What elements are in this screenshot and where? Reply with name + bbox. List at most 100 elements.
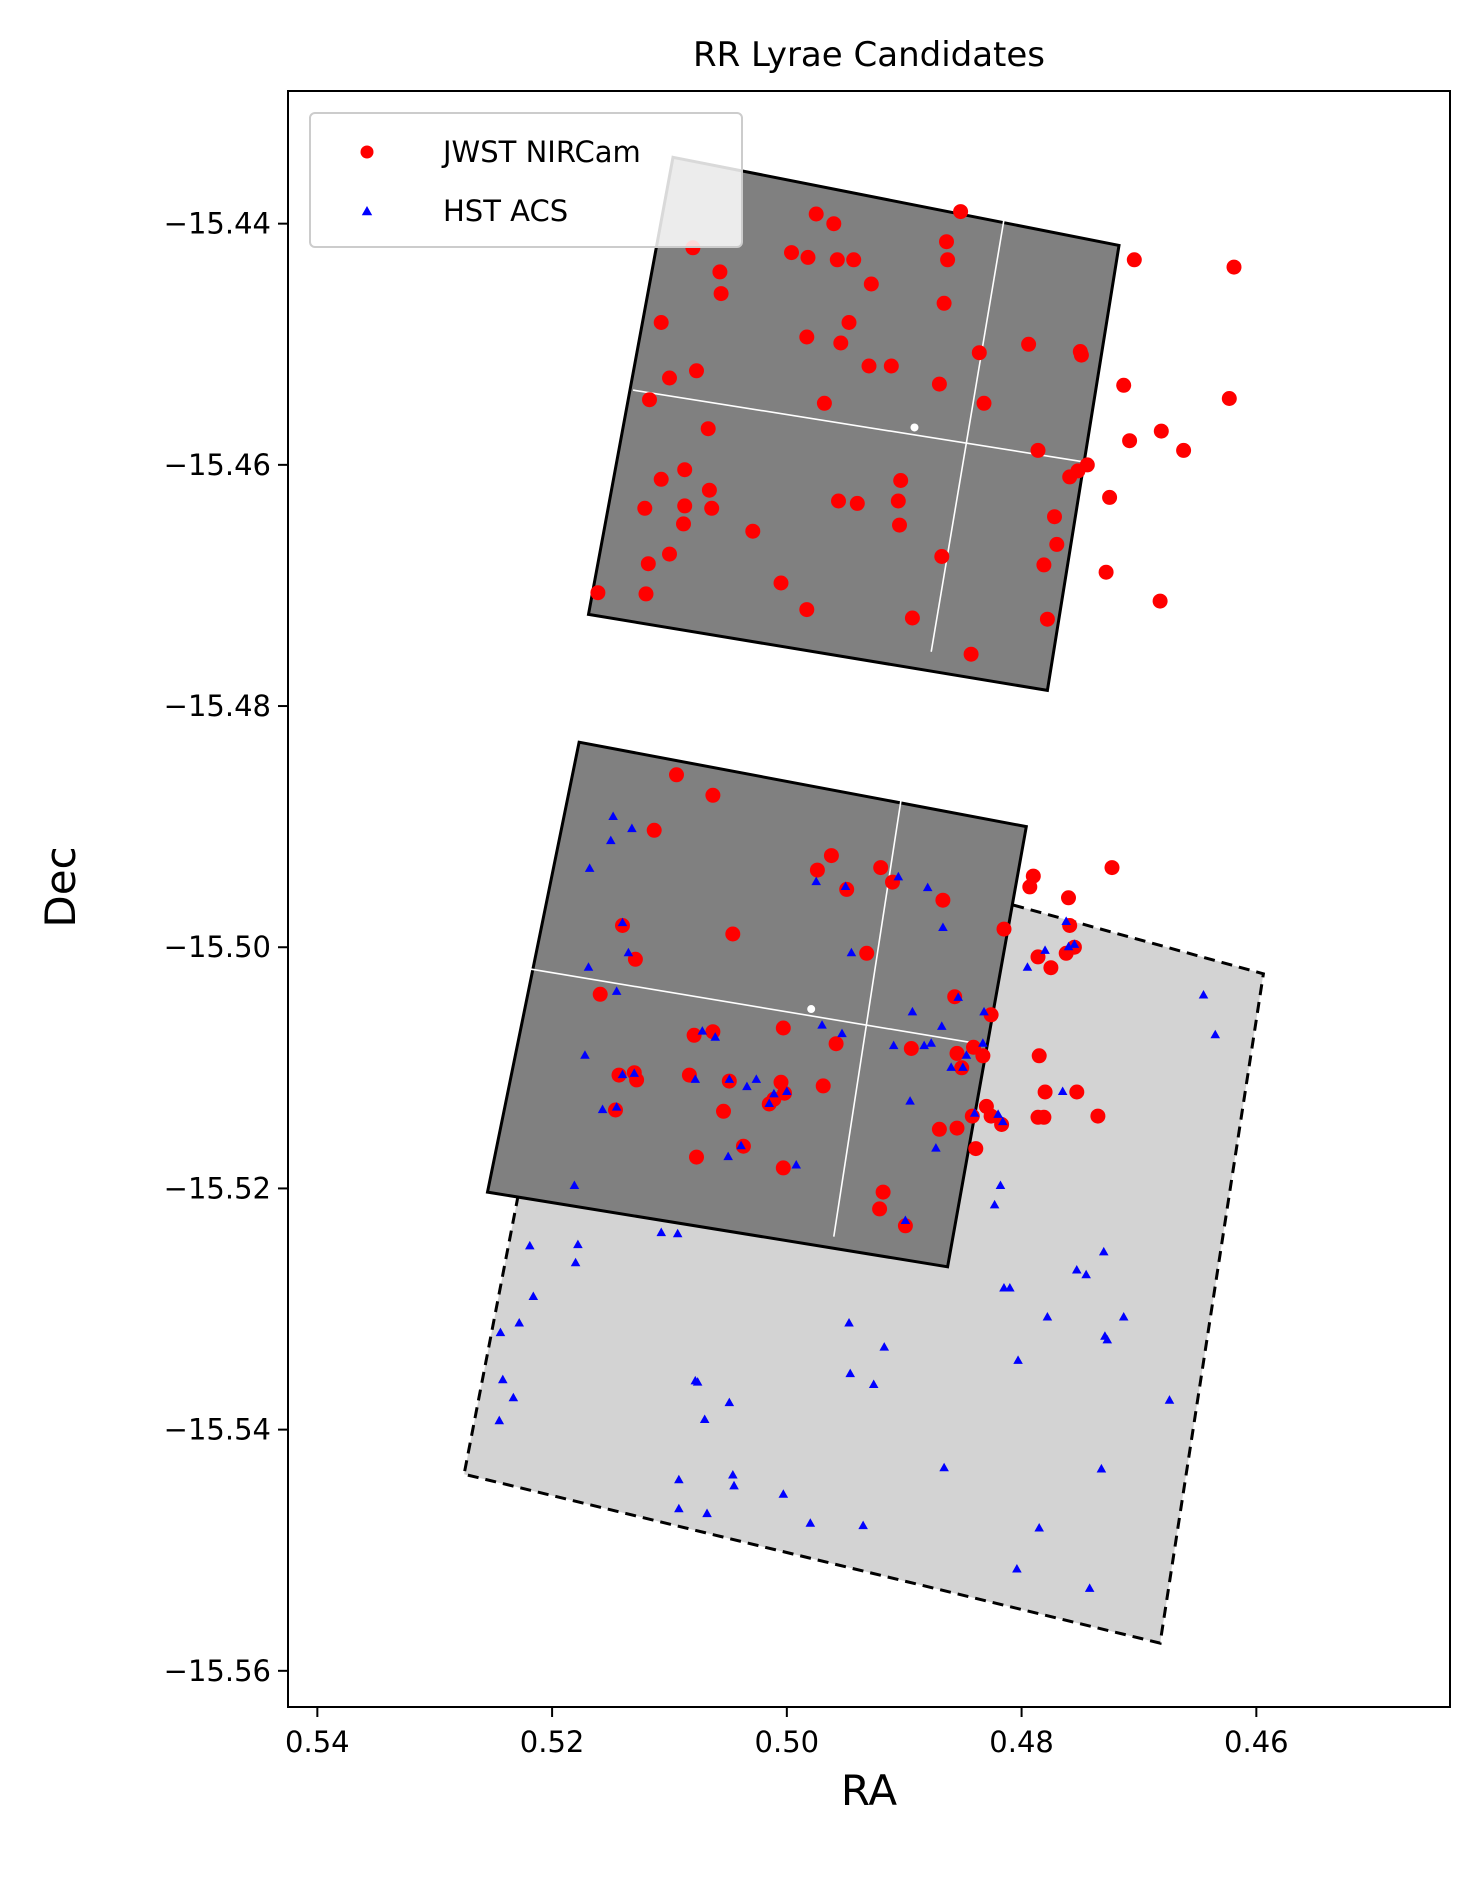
y-axis-label: Dec (36, 846, 85, 927)
hst-point (922, 882, 933, 892)
hst-point (751, 1074, 762, 1083)
hst-point (1198, 989, 1209, 999)
gap-intersection-jwst-lower (807, 1005, 816, 1014)
legend-marker-jwst (360, 145, 374, 159)
hst-point (1164, 1395, 1175, 1404)
hst-point (817, 1020, 827, 1029)
hst-point (926, 1038, 936, 1047)
hst-point (498, 1374, 508, 1384)
footprints-layer (462, 155, 1266, 1645)
jwst-point (592, 986, 608, 1002)
hst-point (919, 1040, 929, 1050)
detector-gap-jwst-upper (632, 389, 1088, 464)
hst-point (710, 1032, 721, 1041)
hst-point (931, 1143, 941, 1152)
jwst-point (963, 646, 979, 662)
jwst-point (1116, 377, 1132, 393)
jwst-point (897, 1218, 913, 1234)
jwst-point (931, 376, 947, 392)
hst-point (1210, 1029, 1221, 1039)
jwst-point (638, 586, 654, 602)
jwst-point (976, 395, 992, 411)
hst-point (998, 1116, 1008, 1126)
jwst-point (849, 495, 865, 511)
jwst-point (1090, 1108, 1106, 1124)
jwst-point (700, 421, 716, 437)
jwst-point (1030, 442, 1046, 458)
jwst-point (800, 249, 816, 265)
hst-point (724, 1074, 735, 1083)
jwst-point (775, 1020, 791, 1036)
jwst-point (745, 523, 761, 539)
jwst-point (1102, 489, 1118, 505)
hst-point (580, 1050, 590, 1059)
hst-point (1102, 1334, 1113, 1344)
jwst-point (968, 1141, 984, 1157)
hst-point (1061, 916, 1071, 925)
jwst-point (713, 286, 729, 302)
hst-point (584, 863, 595, 872)
hst-point (723, 1151, 733, 1161)
jwst-point (1226, 259, 1242, 275)
jwst-point (1079, 457, 1095, 473)
jwst-point (1031, 1048, 1047, 1064)
hst-point (617, 917, 628, 927)
hst-point (627, 823, 637, 833)
hst-point (1118, 1311, 1129, 1321)
hst-point (690, 1074, 701, 1083)
hst-point (597, 1104, 608, 1114)
hst-point (938, 922, 948, 931)
y-tick-label: −15.50 (164, 930, 271, 964)
jwst-point (689, 1149, 704, 1165)
jwst-point (863, 276, 879, 292)
y-tick-label: −15.56 (164, 1654, 271, 1688)
jwst-point (1122, 433, 1138, 449)
hst-point (1013, 1355, 1023, 1364)
detector-gap-jwst-lower (529, 968, 979, 1045)
jwst-point (939, 234, 954, 250)
hst-point (879, 1342, 890, 1351)
hst-point (692, 1377, 703, 1386)
jwst-point (1022, 879, 1038, 895)
hst-point (905, 1096, 915, 1105)
hst-point (525, 1240, 535, 1250)
hst-point (846, 947, 857, 957)
hst-point (611, 1102, 622, 1111)
x-axis: 0.54 0.52 0.50 0.48 0.46 (285, 1707, 1289, 1759)
hst-point (1042, 1311, 1053, 1321)
hst-point (629, 1068, 640, 1077)
hst-point (989, 1199, 1000, 1209)
legend-label-jwst: JWST NIRCam (441, 135, 641, 169)
jwst-point (872, 1201, 888, 1217)
jwst-point (861, 358, 877, 374)
hst-point (764, 1098, 775, 1108)
hst-point (1063, 941, 1074, 951)
jwst-point (662, 546, 677, 562)
hst-point (978, 1038, 988, 1047)
hst-point (1098, 1246, 1109, 1256)
hst-point (605, 835, 616, 845)
jwst-point (1039, 611, 1055, 627)
jwst-point (873, 860, 889, 876)
hst-point (611, 986, 622, 995)
x-tick-label: 0.54 (285, 1725, 350, 1759)
hst-point (528, 1291, 539, 1300)
hst-point (939, 1462, 949, 1472)
hst-point (583, 962, 594, 971)
jwst-point (640, 556, 656, 572)
hst-point (570, 1257, 581, 1267)
hst-point (736, 1140, 746, 1150)
legend: JWST NIRCam HST ACS (309, 112, 743, 248)
hst-point (623, 947, 634, 957)
hst-point (811, 876, 821, 886)
hst-point (858, 1520, 868, 1530)
jwst-point (828, 1036, 844, 1052)
hst-point (1022, 962, 1033, 971)
x-tick-label: 0.52 (520, 1725, 585, 1759)
hst-point (845, 1368, 856, 1378)
jwst-point (816, 395, 832, 411)
legend-box (309, 112, 743, 248)
plot-frame (287, 90, 1451, 1708)
hst-point (494, 1415, 505, 1425)
